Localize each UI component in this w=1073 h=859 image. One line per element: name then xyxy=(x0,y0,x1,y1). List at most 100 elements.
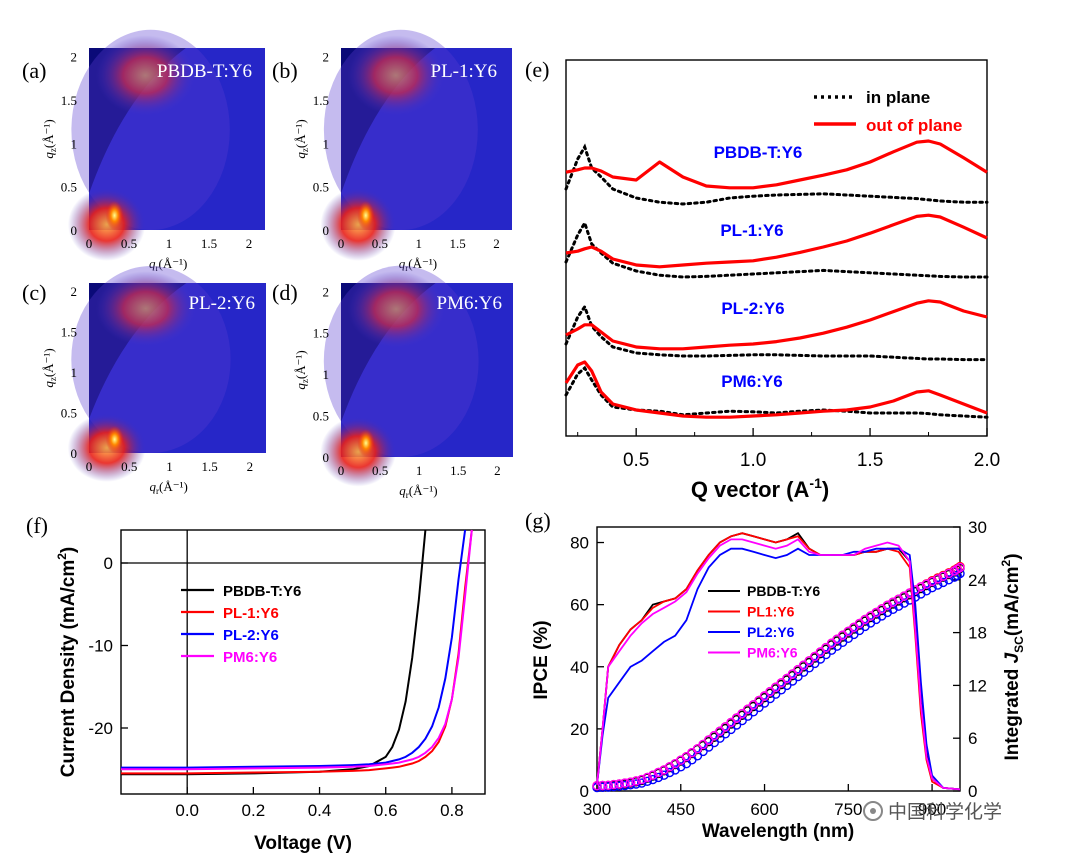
jsc-marker xyxy=(653,767,664,778)
watermark-logo-icon xyxy=(863,801,883,821)
heatmap-pi-stacking-spot xyxy=(105,200,124,230)
x-tick-label: 300 xyxy=(583,800,611,819)
y-tick-label: 60 xyxy=(570,596,589,615)
giwaxs-panel-b: (b) PL-1:Y6 0 0.5 1 1.5 2 0 0.5 1 1.5 2 qr(Å⁻¹) qz(Å⁻… xyxy=(272,29,512,273)
jsc-marker xyxy=(631,776,641,786)
panel-label: (d) xyxy=(272,280,298,305)
y-tick-label: 0.5 xyxy=(313,180,329,195)
watermark: 中国科学化学 xyxy=(863,801,1002,823)
jsc-marker xyxy=(916,582,926,592)
x-tick-label: 1.5 xyxy=(450,463,466,478)
out-of-plane-curve xyxy=(565,299,988,351)
jsc-marker xyxy=(664,767,675,778)
x-tick-label: 0.2 xyxy=(242,801,266,820)
jsc-marker xyxy=(609,779,619,790)
panel-e-xlabel: Q vector (A-1) xyxy=(691,475,829,502)
x-tick-label: 2 xyxy=(246,236,253,251)
jsc-marker xyxy=(955,562,965,573)
giwaxs-panel-c: (c) PL-2:Y6 0 0.5 1 1.5 2 0 0.5 1 1.5 2 qr(Å⁻¹) qz(Å⁻… xyxy=(22,266,266,496)
x-tick-label: 1 xyxy=(415,236,422,251)
y-tick-label: 2 xyxy=(71,50,78,65)
y-tick-label: 0 xyxy=(323,450,330,465)
x-tick-label: 2.0 xyxy=(974,450,1000,471)
heatmap-pi-stacking-spot xyxy=(357,429,375,457)
y2-tick-label: 0 xyxy=(968,782,977,801)
heatmap-halo xyxy=(71,29,230,231)
panel-f-jv: (f) 0.0 0.2 0.4 0.6 0.8 0 -10 -20 Voltage (V) C… xyxy=(26,513,486,854)
x-axis-label: qr(Å⁻¹) xyxy=(399,483,437,500)
y-tick-label: 0.5 xyxy=(61,406,77,421)
x-tick-label: 2 xyxy=(493,236,500,251)
panel-e-profiles: (e) 0.5 1.0 1.5 2.0 Q vector (A-1) in plane… xyxy=(525,57,1000,502)
y-tick-label: 1.5 xyxy=(313,326,329,341)
heatmap-pi-stacking-spot xyxy=(105,425,124,453)
panel-g-ylabel: IPCE (%) xyxy=(531,620,552,699)
heatmap-title: PBDB-T:Y6 xyxy=(157,61,252,82)
panel-f-curves xyxy=(121,529,473,776)
x-tick-label: 0 xyxy=(338,463,345,478)
y2-tick-label: 24 xyxy=(968,571,987,590)
jsc-marker xyxy=(648,770,658,780)
panel-label: (b) xyxy=(272,58,298,83)
x-axis-label: qr(Å⁻¹) xyxy=(149,479,187,496)
x-tick-label: 1 xyxy=(166,236,173,251)
heatmap-title: PL-2:Y6 xyxy=(189,293,256,314)
panel-g-ticks: 300 450 600 750 900 0 20 40 60 80 0 6 12 18 24 30 xyxy=(570,518,987,819)
heatmap-lamellar-arc xyxy=(96,271,196,346)
y2-tick-label: 18 xyxy=(968,624,987,643)
legend-in-plane-label: in plane xyxy=(866,88,930,107)
watermark-logo-dot-icon xyxy=(870,808,876,814)
panel-g-ylabel-right: Integrated JSC(mA/cm2) xyxy=(999,553,1026,760)
out-of-plane-curve xyxy=(565,139,988,190)
panel-f-ticks: 0.0 0.2 0.4 0.6 0.8 0 -10 -20 xyxy=(88,530,485,820)
panel-g-legend: PBDB-T:Y6 PL1:Y6 PL2:Y6 PM6:Y6 xyxy=(708,583,820,661)
x-tick-label: 1.5 xyxy=(202,459,218,474)
panel-label: (c) xyxy=(22,280,46,305)
y-tick-label: 1 xyxy=(323,136,330,151)
y-tick-label: 0 xyxy=(323,223,330,238)
heatmap-origin-glow xyxy=(320,188,396,261)
in-plane-curve xyxy=(564,303,989,362)
x-tick-label: 450 xyxy=(667,800,695,819)
x-tick-label: 1 xyxy=(166,459,173,474)
y-tick-label: 0 xyxy=(71,223,78,238)
panel-g-ipce: (g) 300 450 600 750 900 0 20 40 60 80 0 6 12 18 24 30 W… xyxy=(525,508,1026,842)
ipce-curve xyxy=(596,532,961,791)
y-axis-label: qz(Å⁻¹) xyxy=(293,119,310,158)
heatmap-lamellar-arc xyxy=(347,270,445,348)
y-tick-label: 1 xyxy=(71,365,78,380)
y-tick-label: 2 xyxy=(323,284,330,299)
y-tick-label: 1.5 xyxy=(61,325,77,340)
out-of-plane-curve xyxy=(565,213,988,269)
x-tick-label: 0.5 xyxy=(121,236,137,251)
heatmap-halo xyxy=(71,266,231,453)
panel-f-label: (f) xyxy=(26,513,48,538)
x-tick-label: 0.8 xyxy=(440,801,464,820)
x-tick-label: 1.5 xyxy=(449,236,465,251)
jsc-marker xyxy=(620,778,630,788)
y-tick-label: 1.5 xyxy=(313,93,329,108)
x-tick-label: 1.5 xyxy=(201,236,217,251)
jsc-marker xyxy=(642,776,652,786)
jsc-marker xyxy=(653,772,664,783)
y-tick-label: 0.5 xyxy=(313,409,329,424)
sample-label-pl1: PL-1:Y6 xyxy=(720,221,783,240)
heatmap-origin-glow xyxy=(67,188,146,261)
in-plane-curve xyxy=(564,365,989,419)
y-axis-label: qz(Å⁻¹) xyxy=(41,119,58,158)
sample-label-pm6: PM6:Y6 xyxy=(721,372,782,391)
y-tick-label: 2 xyxy=(71,284,78,299)
x-tick-label: 0 xyxy=(86,236,93,251)
x-tick-label: 0.5 xyxy=(121,459,137,474)
legend-label: PBDB-T:Y6 xyxy=(747,583,820,599)
panel-g-frame xyxy=(596,526,961,792)
heatmap-lamellar-arc xyxy=(347,35,444,116)
heatmap-title: PM6:Y6 xyxy=(437,293,502,314)
legend-label: PL2:Y6 xyxy=(747,624,795,640)
panel-f-xlabel: Voltage (V) xyxy=(254,833,352,854)
heatmap-lamellar-arc xyxy=(96,35,195,116)
x-tick-label: 0.5 xyxy=(372,463,388,478)
x-tick-label: 0.5 xyxy=(623,450,649,471)
jv-curve xyxy=(121,529,473,775)
x-axis-label: qr(Å⁻¹) xyxy=(399,256,437,273)
